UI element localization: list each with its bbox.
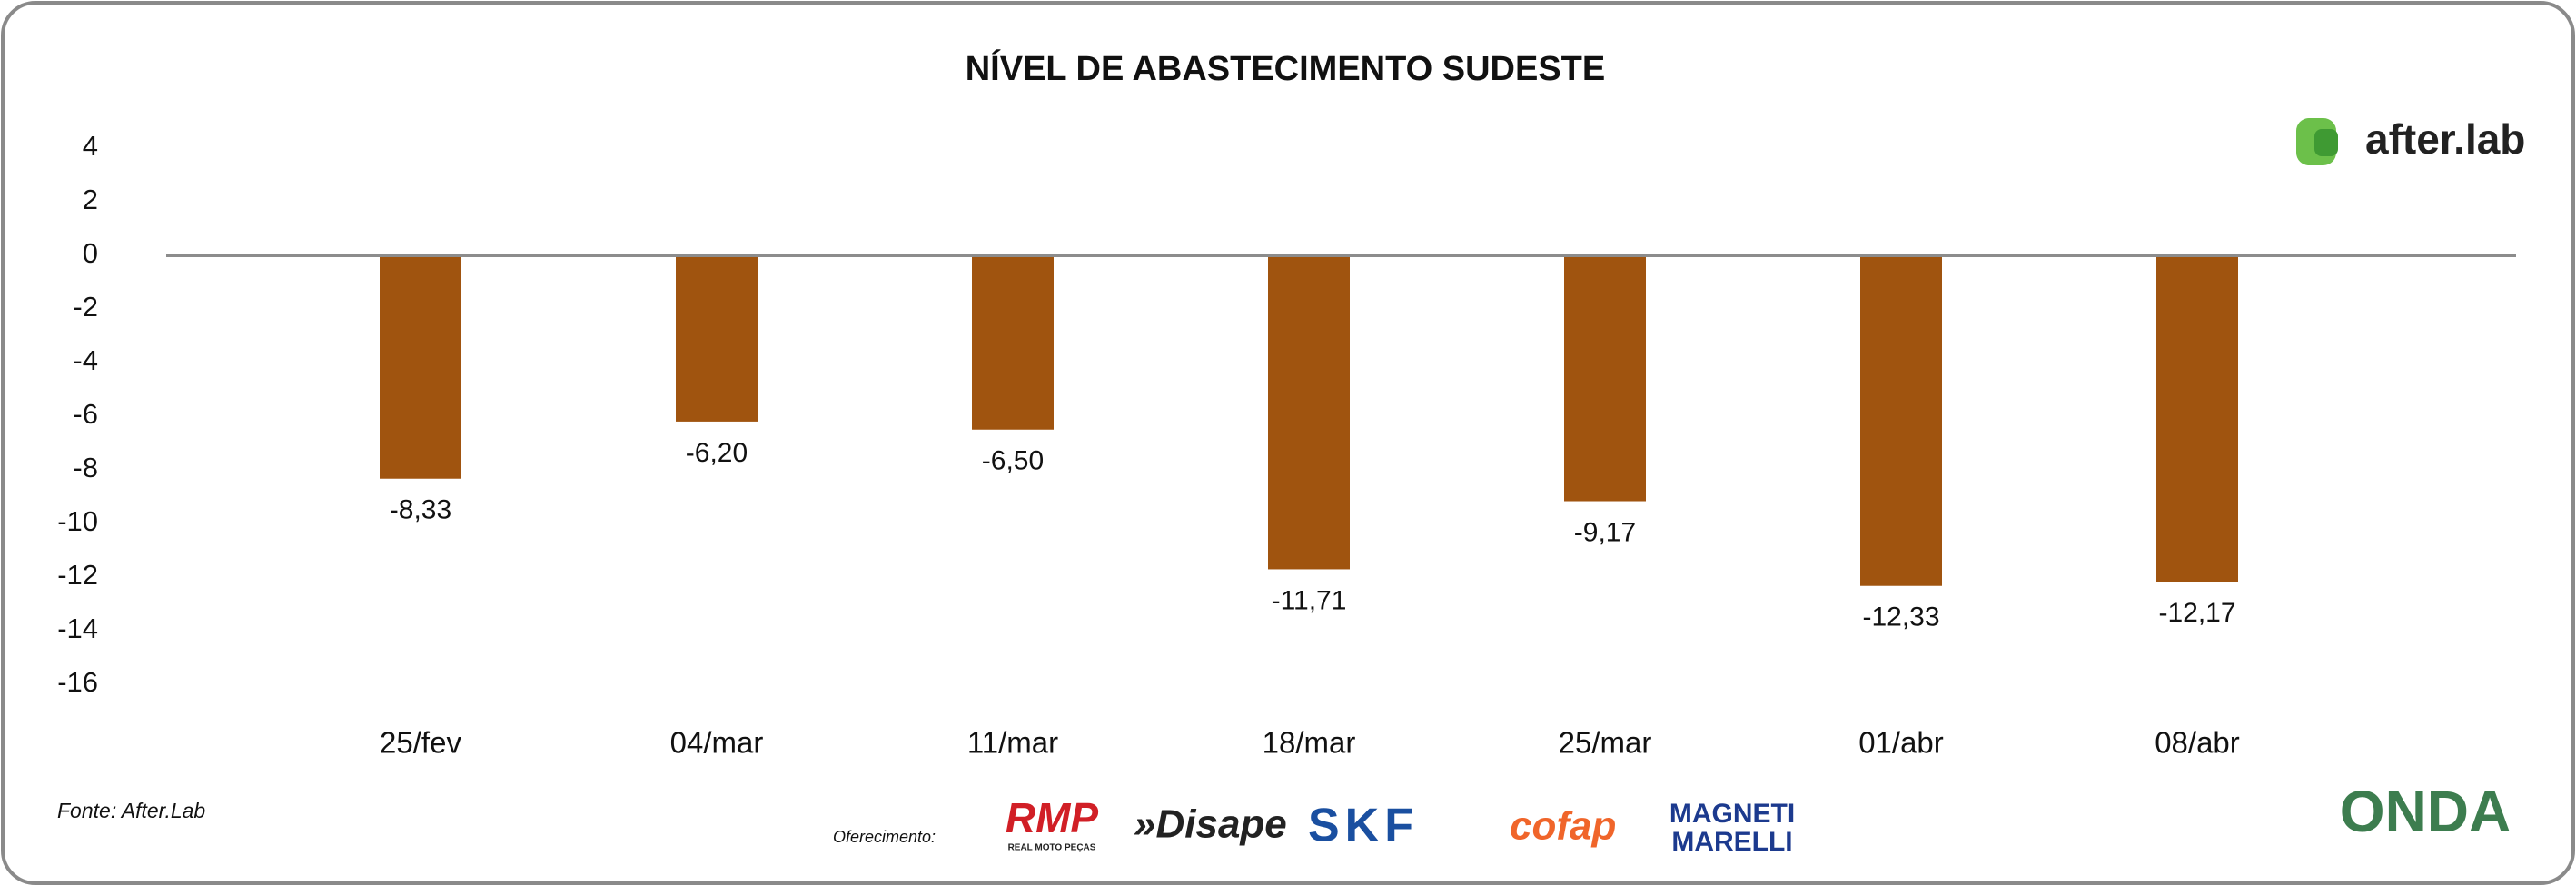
data-label: -6,50 [982, 446, 1044, 476]
data-label: -9,17 [1574, 517, 1636, 547]
y-tick-label: -8 [73, 452, 98, 483]
bar [1860, 255, 1942, 586]
sponsor-logo: »Disape [1134, 802, 1287, 847]
y-tick-label: -14 [57, 612, 98, 644]
x-tick-label: 01/abr [1858, 726, 1944, 760]
brand-text: after.lab [2365, 115, 2525, 163]
sponsor-logo: MAGNETI [1669, 799, 1795, 829]
bar [2156, 255, 2238, 582]
sponsor-logo: SKF [1308, 800, 1419, 852]
x-tick-label: 25/mar [1559, 726, 1652, 760]
data-label: -12,33 [1862, 602, 1939, 632]
sponsor-logo: REAL MOTO PEÇAS [1008, 843, 1096, 853]
y-tick-label: -12 [57, 559, 98, 591]
y-tick-label: -10 [57, 505, 98, 537]
bar [676, 255, 758, 422]
sponsor-logo: MARELLI [1671, 827, 1792, 857]
data-label: -11,71 [1272, 585, 1347, 615]
sponsor-label: Oferecimento: [833, 828, 936, 846]
data-label: -8,33 [390, 495, 451, 525]
source: Fonte: After.Lab [57, 799, 205, 822]
brand-icon [2314, 129, 2338, 156]
y-tick-label: -6 [73, 398, 98, 430]
y-tick-label: 2 [83, 184, 98, 215]
x-tick-label: 25/fev [380, 726, 461, 760]
x-tick-label: 08/abr [2155, 726, 2240, 760]
y-tick-label: -4 [73, 344, 98, 376]
data-label: -6,20 [686, 438, 748, 468]
sponsor-logo: RMP [1006, 794, 1099, 841]
bar [972, 255, 1054, 430]
bar [1564, 255, 1646, 502]
brand-logo: after.lab [2296, 115, 2525, 165]
y-tick-label: -2 [73, 291, 98, 323]
sponsor-logo: cofap [1510, 804, 1616, 849]
chart-title: NÍVEL DE ABASTECIMENTO SUDESTE [966, 48, 1606, 88]
x-tick-label: 04/mar [670, 726, 764, 760]
x-tick-label: 18/mar [1263, 726, 1356, 760]
x-tick-label: 11/mar [967, 726, 1058, 760]
bar [1268, 255, 1350, 570]
data-label: -12,17 [2158, 598, 2235, 628]
y-tick-label: 0 [83, 237, 98, 269]
y-tick-label: 4 [83, 130, 98, 162]
y-tick-label: -16 [57, 666, 98, 698]
onda-logo: ONDA [2340, 779, 2511, 844]
bar [380, 255, 461, 479]
